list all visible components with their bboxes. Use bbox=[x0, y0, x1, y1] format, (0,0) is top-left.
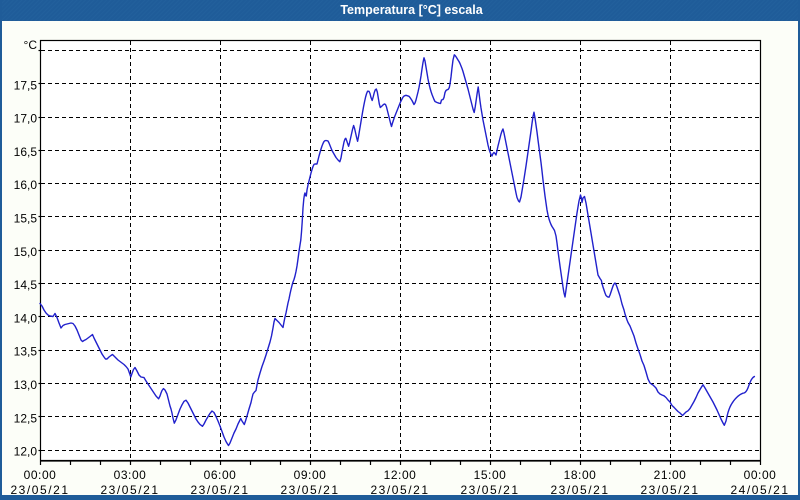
svg-text:06:00: 06:00 bbox=[204, 468, 237, 482]
svg-text:14,0: 14,0 bbox=[14, 311, 38, 325]
svg-text:17,5: 17,5 bbox=[14, 78, 38, 92]
svg-text:23/05/21: 23/05/21 bbox=[370, 483, 429, 497]
svg-text:13,5: 13,5 bbox=[14, 345, 38, 359]
svg-text:15,0: 15,0 bbox=[14, 245, 38, 259]
svg-text:°C: °C bbox=[24, 38, 38, 52]
svg-text:16,5: 16,5 bbox=[14, 145, 38, 159]
svg-text:12,5: 12,5 bbox=[14, 411, 38, 425]
svg-text:15:00: 15:00 bbox=[474, 468, 507, 482]
svg-text:00:00: 00:00 bbox=[24, 468, 57, 482]
svg-text:15,5: 15,5 bbox=[14, 212, 38, 226]
svg-text:23/05/21: 23/05/21 bbox=[280, 483, 339, 497]
svg-text:21:00: 21:00 bbox=[654, 468, 687, 482]
svg-text:23/05/21: 23/05/21 bbox=[10, 483, 69, 497]
svg-text:16,0: 16,0 bbox=[14, 178, 38, 192]
svg-text:23/05/21: 23/05/21 bbox=[550, 483, 609, 497]
svg-text:24/05/21: 24/05/21 bbox=[730, 483, 789, 497]
svg-text:12,0: 12,0 bbox=[14, 445, 38, 459]
svg-text:00:00: 00:00 bbox=[744, 468, 777, 482]
svg-text:12:00: 12:00 bbox=[384, 468, 417, 482]
svg-text:18:00: 18:00 bbox=[564, 468, 597, 482]
svg-text:13,0: 13,0 bbox=[14, 378, 38, 392]
svg-text:23/05/21: 23/05/21 bbox=[460, 483, 519, 497]
svg-text:09:00: 09:00 bbox=[294, 468, 327, 482]
svg-text:23/05/21: 23/05/21 bbox=[190, 483, 249, 497]
svg-text:23/05/21: 23/05/21 bbox=[640, 483, 699, 497]
svg-text:14,5: 14,5 bbox=[14, 278, 38, 292]
svg-text:23/05/21: 23/05/21 bbox=[100, 483, 159, 497]
svg-text:17,0: 17,0 bbox=[14, 112, 38, 126]
svg-text:03:00: 03:00 bbox=[114, 468, 147, 482]
